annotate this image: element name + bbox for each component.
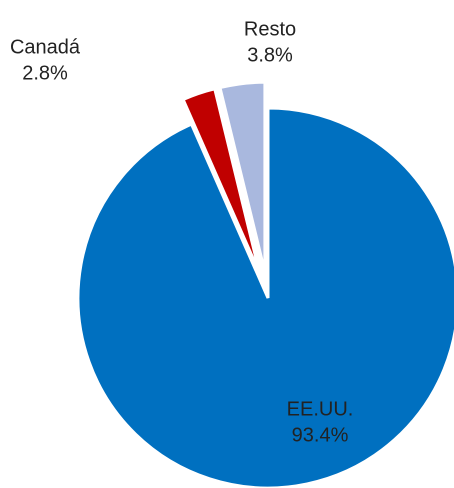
slice-label-name: Resto [244, 19, 296, 41]
slice-label-value: 3.8% [247, 45, 293, 67]
slice-label-name: EE.UU. [287, 399, 354, 421]
slice-label-value: 93.4% [292, 425, 349, 447]
pie-slice [181, 86, 262, 274]
pie-slice [76, 106, 454, 488]
slice-label-name: Canadá [10, 37, 81, 59]
pie-slice [218, 80, 267, 273]
slice-label-value: 2.8% [22, 63, 68, 85]
